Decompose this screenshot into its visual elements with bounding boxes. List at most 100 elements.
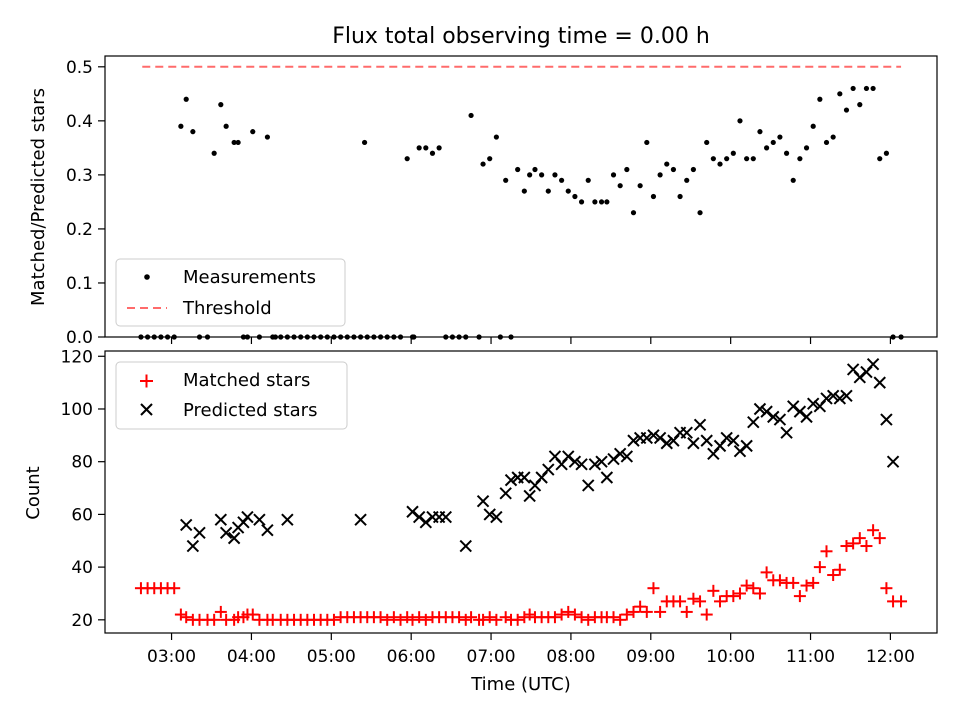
- measurement-point: [604, 199, 610, 205]
- predicted-star-stroke: [693, 418, 707, 432]
- predicted-star-stroke: [820, 392, 833, 405]
- predicted-star-stroke: [483, 508, 496, 521]
- predicted-star-point: [490, 510, 503, 524]
- predicted-star-point: [680, 426, 693, 439]
- bottom-panel: 20 40 60 80 100 120 03:00 04:00 05:00 06:00 07:00…: [23, 347, 938, 695]
- matched-star-point: [394, 613, 407, 626]
- measurement-points: [138, 85, 904, 340]
- measurement-point: [670, 166, 677, 173]
- matched-star-point: [800, 579, 813, 592]
- measurement-point: [178, 123, 184, 129]
- predicted-star-stroke: [727, 434, 740, 447]
- predicted-star-point: [720, 431, 733, 445]
- predicted-star-stroke: [700, 434, 713, 447]
- measurement-point: [803, 145, 810, 151]
- predicted-star-stroke: [753, 402, 767, 416]
- matched-star-point: [847, 537, 860, 550]
- measurement-point: [578, 199, 585, 205]
- matched-star-point: [647, 582, 660, 595]
- predicted-star-point: [476, 495, 490, 508]
- measurement-point: [624, 166, 630, 173]
- predicted-star-point: [600, 471, 614, 484]
- measurement-point: [704, 139, 710, 146]
- matched-star-point: [562, 605, 575, 618]
- measurement-point: [644, 139, 650, 146]
- top-y-ticks: 0.0 0.1 0.2 0.3 0.4 0.5: [66, 58, 105, 348]
- top-y-tick-label: 0.3: [66, 166, 93, 186]
- predicted-star-stroke: [780, 426, 793, 439]
- matched-star-point: [477, 613, 490, 626]
- predicted-star-point: [499, 487, 512, 500]
- measurement-point: [863, 85, 870, 92]
- bottom-legend-box: [115, 361, 348, 430]
- predicted-star-point: [700, 434, 713, 447]
- matched-star-point: [787, 576, 800, 589]
- predicted-star-stroke: [627, 434, 640, 447]
- predicted-star-stroke: [653, 431, 667, 445]
- predicted-star-stroke: [886, 455, 900, 468]
- matched-star-point: [459, 613, 472, 626]
- x-tick-label: 07:00: [467, 647, 516, 667]
- predicted-star-point: [767, 410, 780, 424]
- measurement-point: [250, 129, 256, 135]
- measurement-point: [559, 177, 565, 183]
- matched-star-point: [813, 561, 826, 574]
- matched-star-point: [654, 605, 667, 618]
- matched-star-point: [880, 582, 893, 595]
- predicted-star-stroke: [227, 531, 241, 545]
- measurement-point: [857, 102, 863, 108]
- top-legend-box: [115, 258, 346, 327]
- predicted-star-point: [620, 450, 634, 463]
- figure-title: Flux total observing time = 0.00 h: [332, 24, 710, 49]
- predicted-star-point: [660, 437, 673, 450]
- measurement-point: [552, 172, 558, 178]
- top-y-tick-label: 0.0: [66, 328, 93, 348]
- measurement-point: [690, 166, 696, 173]
- bottom-y-tick-label: 100: [61, 400, 93, 420]
- measurement-point: [423, 145, 429, 151]
- measurement-point: [630, 210, 637, 216]
- matched-star-point: [793, 590, 806, 603]
- measurement-point: [598, 199, 605, 205]
- x-tick-label: 05:00: [307, 647, 356, 667]
- predicted-star-stroke: [523, 489, 536, 503]
- measurement-point: [416, 145, 422, 151]
- measurement-point: [468, 112, 474, 119]
- predicted-star-point: [575, 458, 588, 471]
- measurement-point: [883, 150, 890, 156]
- legend-label-matched: Matched stars: [183, 370, 310, 391]
- matched-star-point: [895, 595, 908, 608]
- measurement-point: [617, 183, 623, 189]
- x-tick-label: 06:00: [387, 647, 436, 667]
- legend-marker-matched: [140, 374, 153, 388]
- predicted-star-stroke: [186, 539, 200, 553]
- measurement-point: [684, 177, 690, 183]
- top-y-tick-label: 0.1: [66, 274, 93, 294]
- measurement-point: [539, 172, 545, 178]
- measurement-point: [610, 172, 617, 178]
- predicted-star-stroke: [548, 450, 562, 463]
- predicted-star-point: [826, 389, 840, 403]
- predicted-star-point: [253, 513, 266, 526]
- predicted-star-stroke: [575, 458, 588, 471]
- predicted-star-point: [568, 455, 582, 468]
- predicted-star-point: [747, 415, 760, 429]
- measurement-point: [830, 134, 836, 140]
- predicted-star-stroke: [613, 447, 627, 460]
- matched-star-point: [568, 608, 581, 621]
- matched-star-point: [827, 569, 840, 582]
- predicted-star-point: [780, 426, 793, 439]
- predicted-star-stroke: [767, 410, 780, 424]
- matched-star-point: [208, 613, 221, 626]
- measurement-point: [790, 177, 796, 183]
- matched-star-point: [406, 613, 419, 626]
- predicted-star-point: [588, 458, 602, 471]
- predicted-star-stroke: [600, 471, 614, 484]
- measurement-point: [592, 199, 598, 205]
- bottom-y-tick-label: 20: [71, 611, 93, 631]
- measurement-point: [521, 188, 527, 194]
- predicted-star-point: [227, 531, 241, 545]
- measurement-point: [724, 156, 730, 162]
- predicted-star-point: [582, 479, 595, 492]
